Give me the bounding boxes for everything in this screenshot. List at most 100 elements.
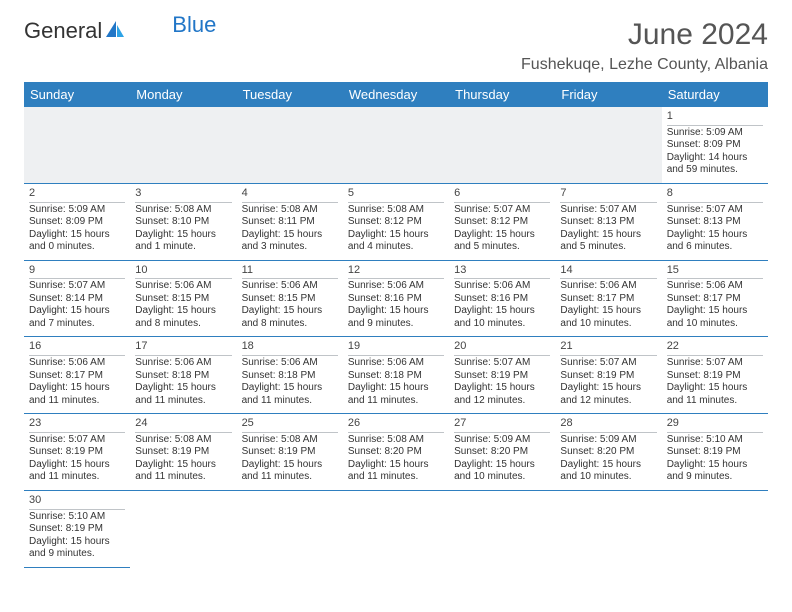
header: General Blue June 2024 Fushekuqe, Lezhe … [24,18,768,74]
sunrise-text: Sunrise: 5:08 AM [135,434,231,447]
day-number: 26 [348,417,444,433]
sunset-text: Sunset: 8:16 PM [348,293,444,306]
sunrise-text: Sunrise: 5:09 AM [667,127,763,140]
sunset-text: Sunset: 8:20 PM [348,446,444,459]
day-number: 24 [135,417,231,433]
day-number: 4 [242,187,338,203]
sunset-text: Sunset: 8:19 PM [667,446,763,459]
page: General Blue June 2024 Fushekuqe, Lezhe … [0,0,792,586]
calendar-table: SundayMondayTuesdayWednesdayThursdayFrid… [24,82,768,568]
daylight-text: Daylight: 15 hours and 4 minutes. [348,229,444,254]
sunset-text: Sunset: 8:19 PM [560,370,656,383]
sunset-text: Sunset: 8:19 PM [667,370,763,383]
calendar-day-cell: 20Sunrise: 5:07 AMSunset: 8:19 PMDayligh… [449,337,555,414]
daylight-text: Daylight: 15 hours and 9 minutes. [667,459,763,484]
sunrise-text: Sunrise: 5:06 AM [242,280,338,293]
sunrise-text: Sunrise: 5:06 AM [454,280,550,293]
sunrise-text: Sunrise: 5:10 AM [667,434,763,447]
calendar-day-cell: 6Sunrise: 5:07 AMSunset: 8:12 PMDaylight… [449,183,555,260]
daylight-text: Daylight: 15 hours and 7 minutes. [29,305,125,330]
calendar-day-cell: 3Sunrise: 5:08 AMSunset: 8:10 PMDaylight… [130,183,236,260]
calendar-week-row: 16Sunrise: 5:06 AMSunset: 8:17 PMDayligh… [24,337,768,414]
calendar-day-cell [237,490,343,567]
day-number: 7 [560,187,656,203]
calendar-body: 1Sunrise: 5:09 AMSunset: 8:09 PMDaylight… [24,107,768,567]
day-number: 22 [667,340,763,356]
daylight-text: Daylight: 15 hours and 3 minutes. [242,229,338,254]
sunrise-text: Sunrise: 5:06 AM [560,280,656,293]
day-number: 8 [667,187,763,203]
weekday-header: Saturday [662,82,768,107]
brand-logo: General Blue [24,18,216,44]
calendar-day-cell [130,107,236,183]
sunset-text: Sunset: 8:11 PM [242,216,338,229]
sunrise-text: Sunrise: 5:06 AM [29,357,125,370]
calendar-day-cell: 13Sunrise: 5:06 AMSunset: 8:16 PMDayligh… [449,260,555,337]
weekday-header: Tuesday [237,82,343,107]
calendar-day-cell [449,490,555,567]
day-number: 30 [29,494,125,510]
daylight-text: Daylight: 15 hours and 12 minutes. [560,382,656,407]
sunset-text: Sunset: 8:15 PM [242,293,338,306]
brand-text-2: Blue [172,12,216,38]
calendar-day-cell: 11Sunrise: 5:06 AMSunset: 8:15 PMDayligh… [237,260,343,337]
sunset-text: Sunset: 8:12 PM [454,216,550,229]
sunrise-text: Sunrise: 5:06 AM [135,357,231,370]
sunrise-text: Sunrise: 5:09 AM [454,434,550,447]
calendar-day-cell: 22Sunrise: 5:07 AMSunset: 8:19 PMDayligh… [662,337,768,414]
daylight-text: Daylight: 15 hours and 10 minutes. [560,459,656,484]
calendar-day-cell: 4Sunrise: 5:08 AMSunset: 8:11 PMDaylight… [237,183,343,260]
calendar-week-row: 1Sunrise: 5:09 AMSunset: 8:09 PMDaylight… [24,107,768,183]
daylight-text: Daylight: 15 hours and 8 minutes. [242,305,338,330]
sunset-text: Sunset: 8:20 PM [560,446,656,459]
calendar-day-cell: 10Sunrise: 5:06 AMSunset: 8:15 PMDayligh… [130,260,236,337]
sunrise-text: Sunrise: 5:08 AM [135,204,231,217]
sunset-text: Sunset: 8:17 PM [667,293,763,306]
calendar-day-cell: 15Sunrise: 5:06 AMSunset: 8:17 PMDayligh… [662,260,768,337]
calendar-week-row: 23Sunrise: 5:07 AMSunset: 8:19 PMDayligh… [24,414,768,491]
daylight-text: Daylight: 15 hours and 1 minute. [135,229,231,254]
calendar-day-cell: 23Sunrise: 5:07 AMSunset: 8:19 PMDayligh… [24,414,130,491]
daylight-text: Daylight: 15 hours and 5 minutes. [560,229,656,254]
day-number: 25 [242,417,338,433]
calendar-day-cell: 8Sunrise: 5:07 AMSunset: 8:13 PMDaylight… [662,183,768,260]
sunset-text: Sunset: 8:13 PM [667,216,763,229]
calendar-day-cell: 14Sunrise: 5:06 AMSunset: 8:17 PMDayligh… [555,260,661,337]
calendar-day-cell: 30Sunrise: 5:10 AMSunset: 8:19 PMDayligh… [24,490,130,567]
sunrise-text: Sunrise: 5:10 AM [29,511,125,524]
day-number: 21 [560,340,656,356]
daylight-text: Daylight: 14 hours and 59 minutes. [667,152,763,177]
calendar-day-cell: 25Sunrise: 5:08 AMSunset: 8:19 PMDayligh… [237,414,343,491]
calendar-day-cell [343,107,449,183]
day-number: 27 [454,417,550,433]
calendar-day-cell [237,107,343,183]
day-number: 28 [560,417,656,433]
calendar-day-cell: 26Sunrise: 5:08 AMSunset: 8:20 PMDayligh… [343,414,449,491]
calendar-week-row: 30Sunrise: 5:10 AMSunset: 8:19 PMDayligh… [24,490,768,567]
daylight-text: Daylight: 15 hours and 11 minutes. [242,382,338,407]
calendar-day-cell: 18Sunrise: 5:06 AMSunset: 8:18 PMDayligh… [237,337,343,414]
calendar-day-cell: 29Sunrise: 5:10 AMSunset: 8:19 PMDayligh… [662,414,768,491]
day-number: 18 [242,340,338,356]
day-number: 9 [29,264,125,280]
day-number: 17 [135,340,231,356]
day-number: 10 [135,264,231,280]
sunset-text: Sunset: 8:19 PM [454,370,550,383]
sunset-text: Sunset: 8:19 PM [29,446,125,459]
sunset-text: Sunset: 8:19 PM [135,446,231,459]
daylight-text: Daylight: 15 hours and 10 minutes. [560,305,656,330]
brand-text-1: General [24,18,102,44]
calendar-day-cell: 28Sunrise: 5:09 AMSunset: 8:20 PMDayligh… [555,414,661,491]
sunrise-text: Sunrise: 5:07 AM [560,204,656,217]
calendar-day-cell: 2Sunrise: 5:09 AMSunset: 8:09 PMDaylight… [24,183,130,260]
month-title: June 2024 [521,18,768,52]
sunrise-text: Sunrise: 5:06 AM [135,280,231,293]
day-number: 15 [667,264,763,280]
title-block: June 2024 Fushekuqe, Lezhe County, Alban… [521,18,768,74]
sunset-text: Sunset: 8:18 PM [135,370,231,383]
daylight-text: Daylight: 15 hours and 9 minutes. [29,536,125,561]
calendar-day-cell: 9Sunrise: 5:07 AMSunset: 8:14 PMDaylight… [24,260,130,337]
sunrise-text: Sunrise: 5:07 AM [454,357,550,370]
day-number: 19 [348,340,444,356]
calendar-day-cell [555,490,661,567]
